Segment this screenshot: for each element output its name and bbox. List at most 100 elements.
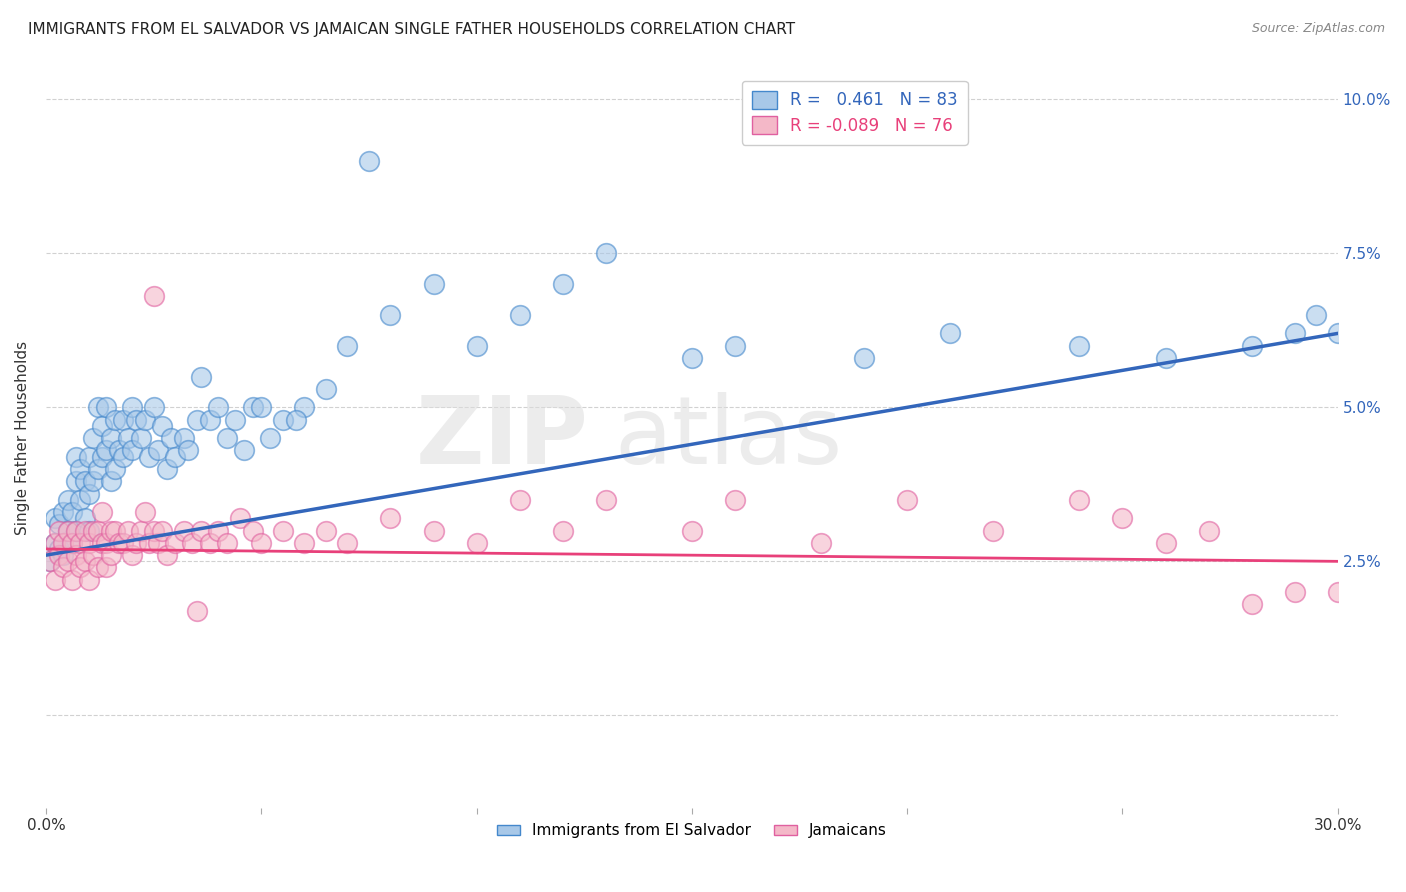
Point <box>724 339 747 353</box>
Point <box>207 524 229 538</box>
Point <box>146 443 169 458</box>
Point <box>160 431 183 445</box>
Point <box>810 536 832 550</box>
Point <box>1284 585 1306 599</box>
Point <box>112 412 135 426</box>
Point <box>52 548 75 562</box>
Point <box>69 536 91 550</box>
Point <box>1154 351 1177 365</box>
Point <box>44 536 66 550</box>
Point <box>981 524 1004 538</box>
Point <box>134 412 156 426</box>
Point <box>96 560 118 574</box>
Point <box>86 401 108 415</box>
Point <box>96 536 118 550</box>
Point <box>73 475 96 489</box>
Point <box>39 554 62 568</box>
Point <box>121 401 143 415</box>
Text: ZIP: ZIP <box>416 392 589 484</box>
Point <box>117 524 139 538</box>
Point <box>104 462 127 476</box>
Point <box>73 511 96 525</box>
Point <box>129 524 152 538</box>
Point <box>100 475 122 489</box>
Point <box>91 450 114 464</box>
Point <box>82 524 104 538</box>
Point <box>1198 524 1220 538</box>
Point <box>215 431 238 445</box>
Point <box>422 524 444 538</box>
Point <box>155 462 177 476</box>
Point <box>65 524 87 538</box>
Point <box>284 412 307 426</box>
Point <box>853 351 876 365</box>
Point <box>1240 598 1263 612</box>
Point <box>190 369 212 384</box>
Point <box>77 573 100 587</box>
Point <box>186 604 208 618</box>
Point <box>250 401 273 415</box>
Point <box>56 554 79 568</box>
Point <box>60 536 83 550</box>
Point <box>82 431 104 445</box>
Point <box>77 450 100 464</box>
Point <box>142 524 165 538</box>
Point <box>82 475 104 489</box>
Point <box>100 431 122 445</box>
Point <box>207 401 229 415</box>
Point <box>39 554 62 568</box>
Point <box>77 486 100 500</box>
Point <box>86 560 108 574</box>
Point <box>292 401 315 415</box>
Point <box>125 536 148 550</box>
Point <box>315 382 337 396</box>
Point <box>551 524 574 538</box>
Point <box>198 412 221 426</box>
Point <box>138 450 160 464</box>
Point <box>65 548 87 562</box>
Point <box>224 412 246 426</box>
Point <box>48 541 70 556</box>
Point <box>150 418 173 433</box>
Point <box>1326 326 1348 341</box>
Point <box>96 401 118 415</box>
Point <box>315 524 337 538</box>
Point <box>509 308 531 322</box>
Point <box>190 524 212 538</box>
Point <box>177 443 200 458</box>
Point <box>56 492 79 507</box>
Point <box>48 548 70 562</box>
Point <box>129 431 152 445</box>
Point <box>155 548 177 562</box>
Point <box>896 492 918 507</box>
Text: IMMIGRANTS FROM EL SALVADOR VS JAMAICAN SINGLE FATHER HOUSEHOLDS CORRELATION CHA: IMMIGRANTS FROM EL SALVADOR VS JAMAICAN … <box>28 22 796 37</box>
Point <box>96 443 118 458</box>
Point <box>724 492 747 507</box>
Point <box>242 524 264 538</box>
Y-axis label: Single Father Households: Single Father Households <box>15 341 30 535</box>
Point <box>173 524 195 538</box>
Point <box>1284 326 1306 341</box>
Point <box>146 536 169 550</box>
Point <box>134 505 156 519</box>
Point <box>1069 492 1091 507</box>
Point <box>1240 339 1263 353</box>
Point <box>77 536 100 550</box>
Point <box>117 431 139 445</box>
Point <box>125 412 148 426</box>
Point <box>52 536 75 550</box>
Point <box>73 524 96 538</box>
Point <box>165 450 187 464</box>
Point <box>91 505 114 519</box>
Point <box>681 524 703 538</box>
Point <box>422 277 444 292</box>
Point <box>104 524 127 538</box>
Point <box>142 401 165 415</box>
Legend: Immigrants from El Salvador, Jamaicans: Immigrants from El Salvador, Jamaicans <box>491 817 893 845</box>
Point <box>1111 511 1133 525</box>
Point <box>595 246 617 260</box>
Point <box>65 475 87 489</box>
Point <box>44 536 66 550</box>
Point <box>69 560 91 574</box>
Point <box>250 536 273 550</box>
